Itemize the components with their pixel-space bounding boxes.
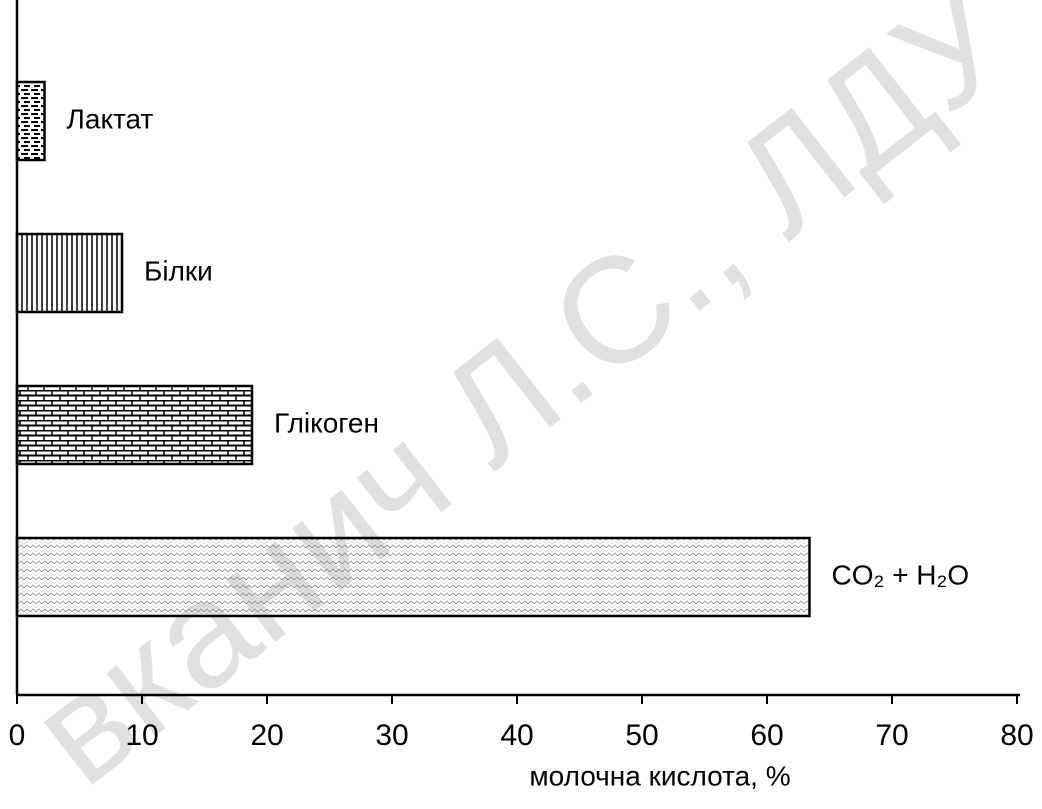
bar [15,232,124,314]
x-tick-label: 60 [750,719,783,752]
bar [15,384,254,466]
bar-label: Глікоген [274,407,379,438]
bar-label: Білки [144,255,213,286]
bar-label: Лактат [67,103,154,134]
x-tick-label: 40 [500,719,533,752]
bar-label: CO₂ + H₂O [832,559,970,590]
x-tick-label: 50 [625,719,658,752]
x-tick-label: 10 [125,719,158,752]
bar [15,536,811,618]
bar [15,80,46,162]
x-axis-title: молочна кислота, % [529,760,790,791]
x-tick-label: 70 [875,719,908,752]
x-tick-label: 20 [250,719,283,752]
x-tick-label: 30 [375,719,408,752]
x-tick-label: 80 [1000,719,1033,752]
x-tick-label: 0 [9,719,26,752]
